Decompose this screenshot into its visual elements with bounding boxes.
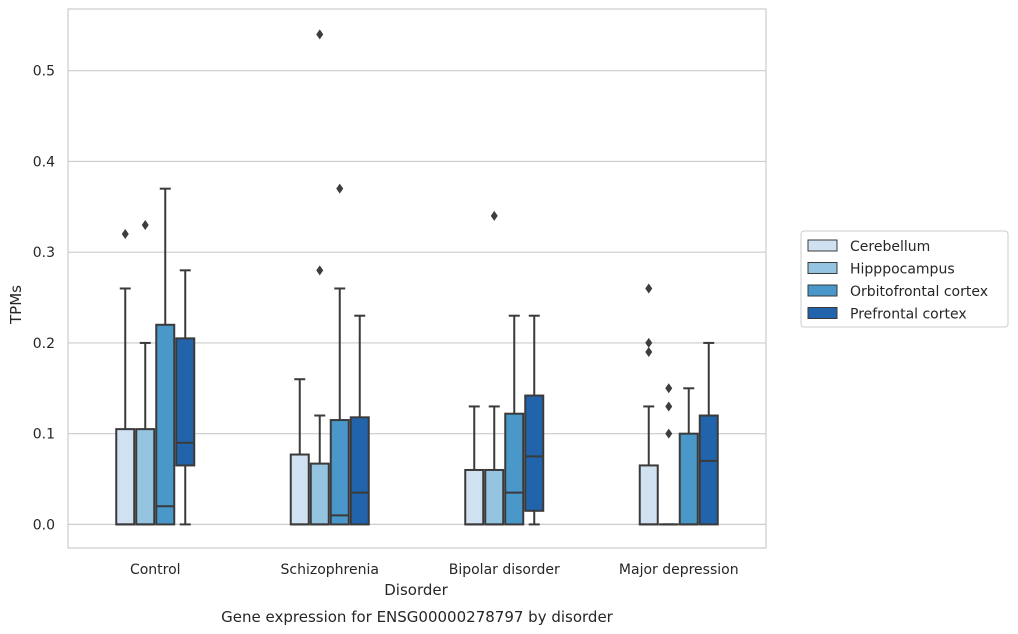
outlier-point — [316, 29, 324, 40]
plot-frame — [67, 8, 767, 549]
box-body — [504, 412, 525, 526]
boxplot-series — [115, 29, 719, 526]
y-tick-label: 0.2 — [33, 336, 55, 352]
outlier-point — [336, 183, 344, 194]
y-tick-label: 0.3 — [33, 245, 55, 261]
box-hipppocampus — [484, 210, 505, 526]
outlier-point — [645, 337, 653, 348]
box-prefrontal-cortex — [175, 269, 196, 526]
x-tick-label: Schizophrenia — [281, 562, 379, 578]
box-orbitofrontal-cortex — [155, 187, 176, 526]
box-prefrontal-cortex — [698, 341, 719, 526]
box-prefrontal-cortex — [349, 314, 370, 526]
x-tick-label: Bipolar disorder — [449, 562, 560, 578]
outlier-point — [645, 347, 653, 357]
box-cerebellum — [464, 405, 485, 526]
box-body — [698, 414, 719, 526]
outlier-point — [665, 401, 673, 412]
box-cerebellum — [289, 378, 310, 526]
y-tick-label: 0.1 — [33, 427, 55, 443]
box-cerebellum — [638, 283, 659, 526]
legend-swatch — [807, 262, 838, 274]
box-prefrontal-cortex — [524, 314, 545, 526]
box-orbitofrontal-cortex — [504, 314, 525, 526]
outlier-point — [316, 265, 324, 276]
box-body — [155, 323, 176, 526]
x-tick-label: Control — [130, 562, 181, 578]
legend-swatch — [807, 307, 838, 319]
legend-label: Hipppocampus — [850, 262, 955, 278]
y-tick-labels: 0.0 0.1 0.2 0.3 0.4 0.5 — [33, 64, 55, 534]
box-body — [638, 464, 659, 526]
box-body — [309, 462, 330, 526]
outlier-point — [121, 229, 129, 240]
legend-frame — [800, 230, 1009, 328]
box-body — [464, 468, 485, 526]
box-hipppocampus — [309, 29, 330, 526]
y-tick-label: 0.4 — [33, 154, 55, 170]
y-tick-label: 0.0 — [33, 517, 55, 533]
legend-swatch — [807, 284, 838, 297]
legend-label: Prefrontal cortex — [850, 307, 967, 323]
legend-label: Cerebellum — [850, 239, 930, 255]
outlier-point — [665, 383, 673, 394]
x-axis-label: Disorder — [384, 581, 448, 599]
box-cerebellum — [115, 229, 136, 526]
box-orbitofrontal-cortex — [329, 183, 350, 526]
box-hipppocampus — [658, 383, 679, 526]
outlier-point — [645, 283, 653, 294]
outlier-point — [665, 428, 673, 439]
box-body — [175, 337, 196, 467]
outlier-point — [490, 210, 498, 221]
box-body — [329, 419, 350, 526]
box-orbitofrontal-cortex — [678, 387, 699, 526]
box-hipppocampus — [135, 219, 156, 526]
box-body — [484, 468, 505, 526]
box-body — [135, 428, 156, 526]
box-body — [289, 453, 310, 526]
chart-title: Gene expression for ENSG00000278797 by d… — [221, 608, 614, 626]
box-body — [678, 432, 699, 526]
x-tick-labels: Control Schizophrenia Bipolar disorder Majo… — [130, 562, 739, 578]
y-tick-label: 0.5 — [33, 64, 55, 80]
x-tick-label: Major depression — [619, 562, 739, 578]
outlier-point — [141, 219, 149, 230]
box-body — [524, 394, 545, 512]
legend: Cerebellum Hipppocampus Orbitofrontal cort… — [800, 230, 1009, 328]
legend-label: Orbitofrontal cortex — [850, 284, 988, 300]
box-body — [115, 428, 136, 526]
box-body — [349, 416, 370, 526]
legend-swatch — [807, 239, 838, 252]
y-axis-label: TPMs — [7, 285, 25, 325]
